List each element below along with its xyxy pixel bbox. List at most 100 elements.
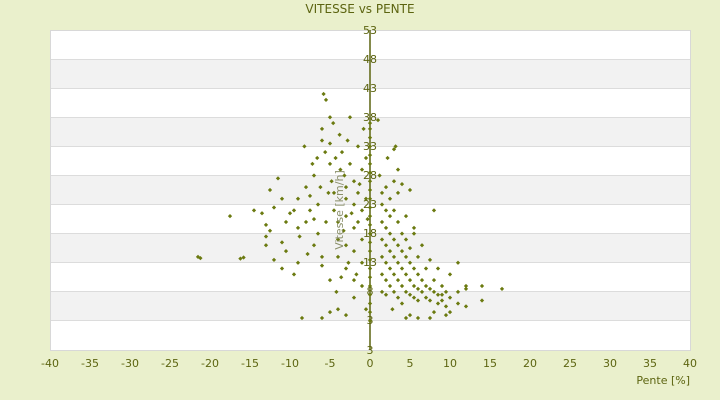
data-point bbox=[415, 286, 421, 292]
data-point bbox=[279, 240, 285, 245]
data-point bbox=[319, 254, 325, 260]
data-point bbox=[463, 304, 469, 309]
data-point bbox=[379, 202, 385, 207]
data-point bbox=[355, 144, 361, 149]
data-point bbox=[238, 256, 243, 261]
data-point bbox=[383, 260, 389, 265]
data-point bbox=[407, 187, 413, 193]
data-point bbox=[331, 190, 337, 196]
y-tick-label: 38 bbox=[363, 111, 377, 124]
data-point bbox=[367, 161, 373, 166]
data-point bbox=[367, 275, 373, 280]
x-tick-label: 0 bbox=[367, 357, 374, 370]
data-point bbox=[411, 283, 417, 289]
data-point bbox=[359, 208, 365, 213]
data-point bbox=[463, 286, 469, 292]
data-point bbox=[387, 196, 393, 201]
data-point bbox=[455, 260, 461, 265]
data-point bbox=[343, 312, 349, 318]
data-point bbox=[439, 283, 445, 289]
data-point bbox=[431, 278, 437, 283]
data-point bbox=[367, 222, 373, 228]
data-point bbox=[367, 152, 373, 158]
data-point bbox=[411, 225, 417, 230]
data-point bbox=[331, 208, 337, 213]
data-point bbox=[367, 205, 373, 210]
data-point bbox=[359, 260, 365, 265]
data-point bbox=[411, 266, 417, 271]
data-point bbox=[342, 173, 347, 178]
y-tick-label: 13 bbox=[363, 256, 377, 269]
y-tick-label: 28 bbox=[363, 169, 377, 182]
y-tick-label: 43 bbox=[363, 82, 377, 95]
data-point bbox=[311, 243, 317, 248]
data-point bbox=[435, 301, 441, 306]
x-tick-label: -30 bbox=[121, 357, 139, 370]
data-point bbox=[279, 196, 285, 201]
data-point bbox=[303, 219, 309, 225]
x-tick-label: 20 bbox=[523, 357, 537, 370]
data-point bbox=[383, 278, 389, 283]
data-point bbox=[307, 208, 313, 213]
data-point bbox=[327, 278, 333, 283]
data-point bbox=[343, 243, 349, 248]
data-point bbox=[351, 202, 357, 207]
data-point bbox=[334, 289, 339, 294]
data-point bbox=[349, 211, 354, 216]
data-point bbox=[337, 132, 342, 137]
data-point bbox=[327, 141, 333, 146]
data-point bbox=[393, 144, 398, 149]
data-point bbox=[305, 251, 310, 257]
data-point bbox=[335, 254, 341, 260]
data-point bbox=[435, 292, 441, 297]
data-point bbox=[399, 301, 405, 306]
data-point bbox=[295, 196, 301, 201]
data-point bbox=[267, 187, 273, 193]
data-point bbox=[419, 278, 425, 283]
data-point bbox=[291, 208, 297, 213]
data-point bbox=[367, 240, 373, 245]
data-point bbox=[407, 278, 413, 283]
data-point bbox=[283, 248, 289, 254]
data-point bbox=[379, 272, 385, 277]
data-point bbox=[379, 237, 385, 242]
data-point bbox=[302, 144, 307, 149]
data-point bbox=[359, 283, 365, 289]
data-point bbox=[343, 214, 349, 219]
data-point bbox=[335, 219, 341, 225]
data-point bbox=[351, 225, 357, 230]
data-point bbox=[395, 243, 401, 248]
data-point bbox=[443, 289, 449, 294]
data-point bbox=[399, 231, 405, 236]
data-point bbox=[443, 304, 449, 309]
data-point bbox=[327, 161, 333, 166]
data-point bbox=[423, 266, 429, 271]
data-point bbox=[395, 219, 401, 225]
data-point bbox=[319, 315, 325, 321]
data-point bbox=[403, 237, 409, 242]
x-tick-label: -5 bbox=[325, 357, 336, 370]
data-point bbox=[341, 228, 346, 233]
data-point bbox=[377, 173, 382, 178]
data-point bbox=[411, 231, 417, 236]
y-tick-label: 53 bbox=[363, 24, 377, 37]
data-point bbox=[391, 208, 397, 213]
data-point bbox=[499, 286, 505, 292]
data-point bbox=[283, 219, 289, 225]
data-point bbox=[407, 260, 413, 265]
data-point bbox=[367, 292, 373, 297]
data-point bbox=[455, 289, 461, 294]
y-tick-label: 48 bbox=[363, 53, 377, 66]
data-point bbox=[407, 292, 413, 297]
data-point bbox=[335, 237, 341, 242]
x-axis-label: Pente [%] bbox=[636, 374, 690, 387]
data-point bbox=[403, 289, 409, 294]
data-point bbox=[391, 254, 397, 260]
data-point bbox=[367, 231, 373, 236]
data-point bbox=[455, 301, 461, 306]
data-point bbox=[271, 257, 277, 262]
data-point bbox=[279, 266, 285, 271]
data-point bbox=[463, 283, 469, 289]
data-point bbox=[391, 147, 397, 152]
data-point bbox=[423, 295, 429, 300]
